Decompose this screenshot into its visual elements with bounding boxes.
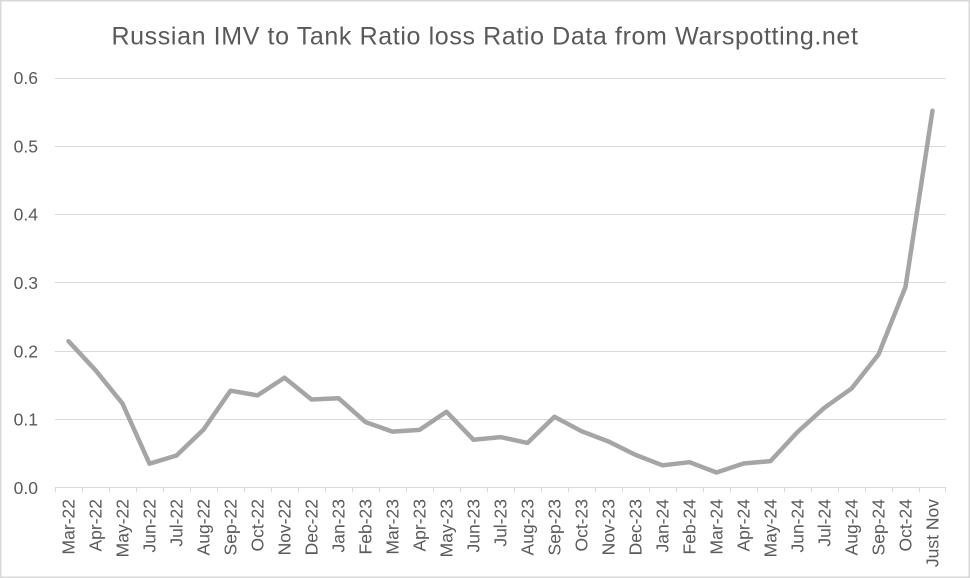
svg-text:Russian IMV to Tank Ratio loss: Russian IMV to Tank Ratio loss Ratio Dat… bbox=[111, 22, 858, 50]
svg-text:0.3: 0.3 bbox=[14, 273, 38, 293]
svg-text:Jun-23: Jun-23 bbox=[464, 499, 484, 553]
svg-text:Mar-23: Mar-23 bbox=[383, 499, 403, 554]
svg-text:Jun-22: Jun-22 bbox=[140, 499, 160, 553]
svg-text:Mar-22: Mar-22 bbox=[59, 499, 79, 554]
svg-text:Feb-24: Feb-24 bbox=[680, 499, 700, 555]
svg-text:Jul-24: Jul-24 bbox=[815, 499, 835, 547]
svg-text:Dec-22: Dec-22 bbox=[302, 499, 322, 555]
svg-text:Just Nov: Just Nov bbox=[923, 499, 943, 567]
svg-text:0.6: 0.6 bbox=[14, 68, 38, 88]
svg-text:Nov-22: Nov-22 bbox=[275, 499, 295, 555]
svg-text:Dec-23: Dec-23 bbox=[626, 499, 646, 555]
svg-text:Jul-22: Jul-22 bbox=[167, 499, 187, 547]
svg-text:0.0: 0.0 bbox=[14, 478, 39, 498]
svg-text:Feb-23: Feb-23 bbox=[356, 499, 376, 554]
svg-text:0.2: 0.2 bbox=[14, 341, 38, 361]
svg-text:Sep-24: Sep-24 bbox=[869, 499, 889, 556]
svg-text:Aug-22: Aug-22 bbox=[194, 499, 214, 555]
svg-text:May-23: May-23 bbox=[437, 499, 457, 557]
svg-text:Aug-23: Aug-23 bbox=[518, 499, 538, 555]
svg-text:Oct-23: Oct-23 bbox=[572, 499, 592, 552]
svg-text:0.4: 0.4 bbox=[14, 205, 39, 225]
svg-text:Nov-23: Nov-23 bbox=[599, 499, 619, 555]
svg-text:Jun-24: Jun-24 bbox=[788, 499, 808, 553]
svg-text:0.1: 0.1 bbox=[14, 410, 38, 430]
svg-text:Sep-22: Sep-22 bbox=[221, 499, 241, 555]
svg-text:May-22: May-22 bbox=[113, 499, 133, 557]
svg-text:Apr-22: Apr-22 bbox=[86, 499, 106, 552]
svg-text:Mar-24: Mar-24 bbox=[707, 499, 727, 555]
svg-text:Aug-24: Aug-24 bbox=[842, 499, 862, 556]
svg-text:0.5: 0.5 bbox=[14, 137, 38, 157]
svg-text:Jul-23: Jul-23 bbox=[491, 499, 511, 547]
svg-text:Apr-24: Apr-24 bbox=[734, 499, 754, 552]
svg-text:Oct-22: Oct-22 bbox=[248, 499, 268, 552]
svg-text:Oct-24: Oct-24 bbox=[896, 499, 916, 552]
svg-text:Apr-23: Apr-23 bbox=[410, 499, 430, 552]
svg-text:Sep-23: Sep-23 bbox=[545, 499, 565, 555]
svg-text:May-24: May-24 bbox=[761, 499, 781, 558]
svg-text:Jan-23: Jan-23 bbox=[329, 499, 349, 553]
svg-text:Jan-24: Jan-24 bbox=[653, 499, 673, 553]
